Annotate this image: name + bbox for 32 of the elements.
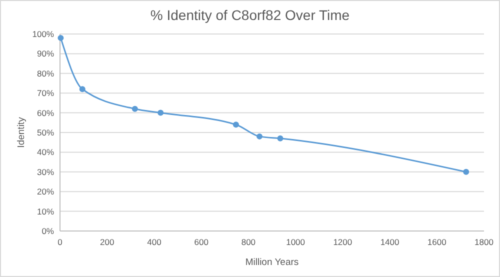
x-tick-label: 0 bbox=[58, 237, 63, 247]
chart-title: % Identity of C8orf82 Over Time bbox=[150, 7, 350, 23]
y-tick-label: 90% bbox=[36, 48, 54, 59]
y-tick-label: 70% bbox=[36, 88, 54, 98]
x-tick-label: 600 bbox=[194, 237, 209, 247]
y-tick-label: 100% bbox=[32, 28, 54, 39]
y-tick-label: 0% bbox=[42, 226, 54, 236]
y-tick-label: 40% bbox=[36, 147, 54, 158]
x-tick-label: 1800 bbox=[474, 237, 494, 247]
x-axis-title: Million Years bbox=[245, 257, 299, 268]
x-tick-label: 800 bbox=[241, 237, 256, 247]
y-tick-label: 50% bbox=[36, 127, 54, 138]
x-tick-label: 400 bbox=[147, 237, 162, 247]
point bbox=[158, 110, 164, 116]
point bbox=[79, 86, 86, 92]
point bbox=[463, 168, 470, 175]
point bbox=[256, 133, 263, 140]
x-tick-label: 200 bbox=[100, 237, 114, 247]
x-tick-label: 1400 bbox=[380, 237, 400, 247]
x-tick-label: 1600 bbox=[427, 237, 447, 247]
y-tick-label: 60% bbox=[36, 108, 54, 118]
y-tick-label: 20% bbox=[36, 186, 54, 197]
x-tick-label: 1200 bbox=[333, 237, 352, 247]
point bbox=[277, 135, 284, 142]
y-tick-label: 80% bbox=[36, 68, 54, 78]
point bbox=[58, 34, 64, 41]
y-axis-title: Identity bbox=[16, 116, 27, 148]
x-tick-label: 1000 bbox=[286, 237, 306, 247]
y-tick-label: 10% bbox=[36, 206, 54, 216]
point bbox=[232, 122, 239, 128]
point bbox=[132, 106, 138, 112]
y-tick-label: 30% bbox=[36, 166, 54, 177]
